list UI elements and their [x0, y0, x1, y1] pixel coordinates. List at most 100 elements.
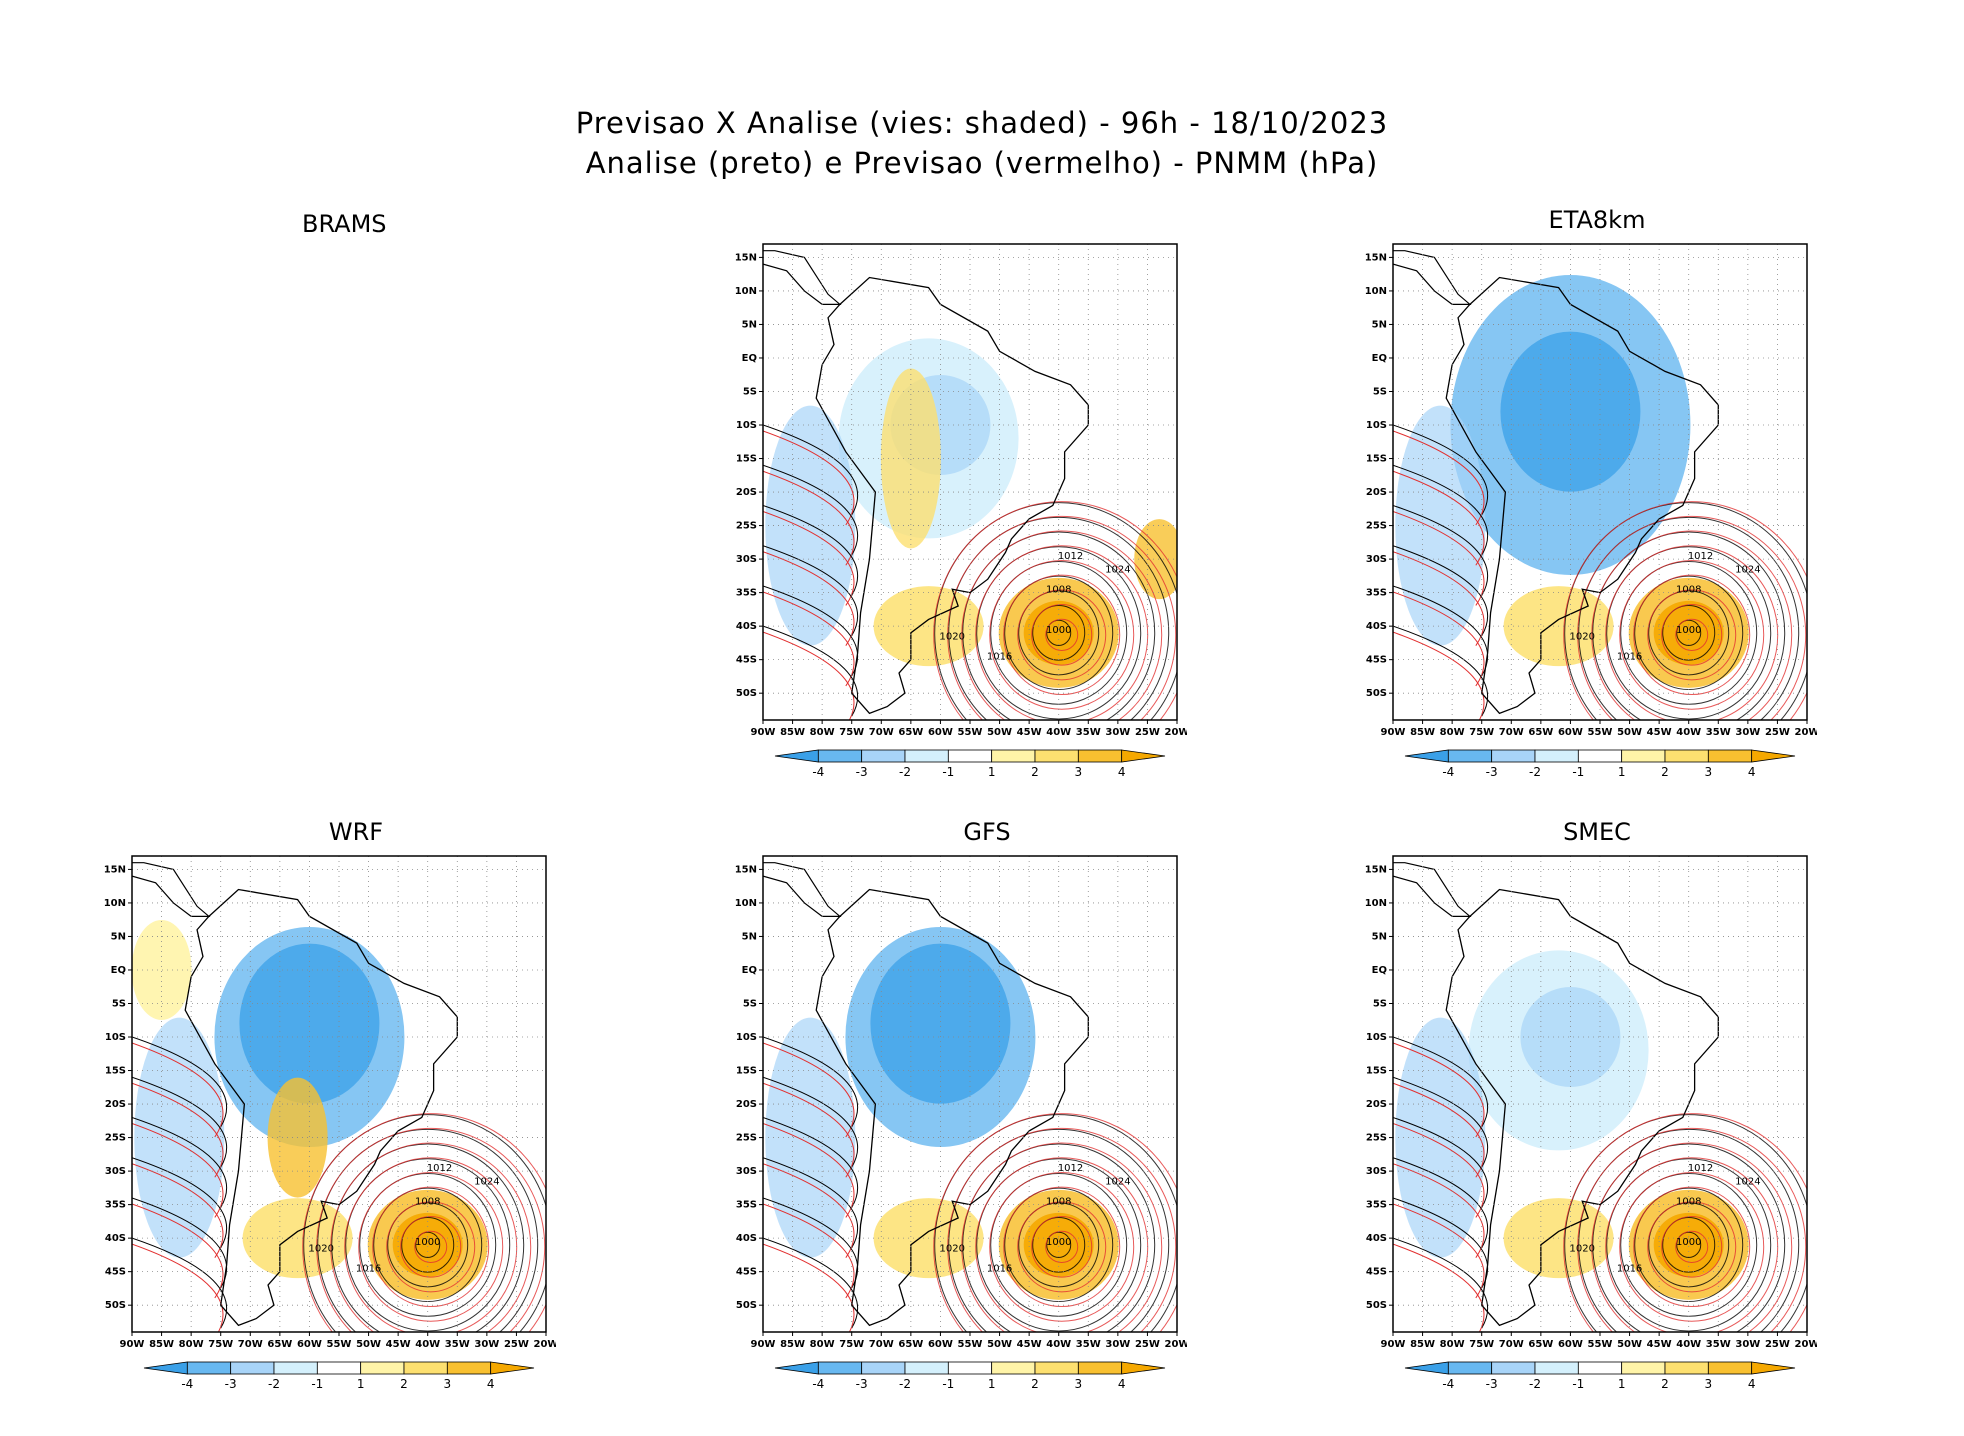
colorbar-label: -2 [1529, 1377, 1541, 1391]
lat-tick-label: 10S [1366, 420, 1387, 431]
colorbar-label: -3 [225, 1377, 237, 1391]
isobar-label: 1016 [987, 652, 1012, 663]
lat-tick-label: EQ [742, 965, 757, 976]
lat-tick-label: 40S [736, 1233, 757, 1244]
lat-tick-label: 25S [736, 1133, 757, 1144]
lon-tick-label: 75W [1469, 1339, 1494, 1350]
lon-tick-label: 65W [898, 1339, 923, 1350]
lat-tick-label: 5S [743, 386, 757, 397]
colorbar-label: 2 [400, 1377, 408, 1391]
lat-tick-label: 10N [735, 286, 757, 297]
lat-tick-label: EQ [742, 353, 757, 364]
lon-tick-label: 80W [179, 1339, 204, 1350]
isobar-label: 1020 [1570, 1244, 1595, 1255]
lat-tick-label: 5N [1372, 931, 1387, 942]
isobar-label: 1024 [1105, 565, 1130, 576]
isobar-label: 1000 [415, 1237, 440, 1248]
colorbar-label: -1 [1572, 765, 1584, 779]
colorbar-label: -3 [856, 765, 868, 779]
panel-title-eta: ETA8km [1548, 206, 1646, 234]
lon-tick-label: 85W [780, 1339, 805, 1350]
map-panel-gfs: 1000 1008 1012 1016 1020 1024 15N 10N 5N EQ 5S 10S 1… [727, 848, 1187, 1408]
colorbar-label: 2 [1031, 765, 1039, 779]
lat-tick-label: 45S [1366, 1267, 1387, 1278]
lon-tick-label: 55W [1588, 1339, 1613, 1350]
lon-tick-label: 25W [1135, 727, 1160, 738]
map-panel-smec: 1000 1008 1012 1016 1020 1024 15N 10N 5N EQ 5S 10S 1… [1357, 848, 1817, 1408]
lon-tick-label: 20W [1165, 727, 1187, 738]
isobar-label: 1012 [1688, 1163, 1713, 1174]
lat-tick-label: 15N [104, 864, 126, 875]
lon-tick-label: 65W [267, 1339, 292, 1350]
colorbar-label: 4 [1748, 765, 1756, 779]
colorbar-label: -2 [268, 1377, 280, 1391]
lon-tick-label: 45W [1017, 727, 1042, 738]
lat-tick-label: 10N [1365, 286, 1387, 297]
lon-tick-label: 35W [1076, 1339, 1101, 1350]
lat-tick-label: 35S [736, 588, 757, 599]
isobar-label: 1024 [1105, 1177, 1130, 1188]
lon-tick-label: 75W [208, 1339, 233, 1350]
lat-tick-label: 40S [1366, 1233, 1387, 1244]
isobar-label: 1012 [427, 1163, 452, 1174]
lat-tick-label: 50S [736, 688, 757, 699]
lon-tick-label: 65W [898, 727, 923, 738]
map-panel-unlabeled: 1000 1008 1012 1016 1020 1024 15N 10N 5N EQ 5S 10S 1… [727, 236, 1187, 796]
lat-tick-label: 30S [105, 1166, 126, 1177]
isobar-label: 1024 [1735, 565, 1760, 576]
map-panel-eta: 1000 1008 1012 1016 1020 1024 15N 10N 5N EQ 5S 10S 1… [1357, 236, 1817, 796]
colorbar-label: 1 [988, 765, 996, 779]
figure-title-line2: Analise (preto) e Previsao (vermelho) - … [585, 146, 1379, 180]
lon-tick-label: 35W [445, 1339, 470, 1350]
lon-tick-label: 35W [1706, 727, 1731, 738]
lon-tick-label: 35W [1706, 1339, 1731, 1350]
lat-tick-label: 20S [736, 487, 757, 498]
lat-tick-label: 25S [1366, 521, 1387, 532]
lon-tick-label: 80W [810, 727, 835, 738]
lon-tick-label: 50W [987, 727, 1012, 738]
lat-tick-label: EQ [1372, 965, 1387, 976]
lon-tick-label: 45W [1647, 1339, 1672, 1350]
colorbar-label: 1 [357, 1377, 365, 1391]
colorbar-label: -2 [1529, 765, 1541, 779]
isobar-label: 1008 [415, 1197, 440, 1208]
lon-tick-label: 55W [958, 1339, 983, 1350]
lon-tick-label: 60W [928, 727, 953, 738]
lon-tick-label: 70W [869, 727, 894, 738]
lat-tick-label: 30S [736, 554, 757, 565]
colorbar-label: 1 [1618, 1377, 1626, 1391]
colorbar-label: -4 [812, 765, 824, 779]
isobar-label: 1024 [1735, 1177, 1760, 1188]
lon-tick-label: 50W [356, 1339, 381, 1350]
lon-tick-label: 65W [1528, 727, 1553, 738]
colorbar-label: 3 [1075, 765, 1083, 779]
isobar-label: 1016 [987, 1264, 1012, 1275]
lat-tick-label: 20S [1366, 1099, 1387, 1110]
lat-tick-label: 15S [1366, 1066, 1387, 1077]
isobar-label: 1020 [309, 1244, 334, 1255]
lon-tick-label: 20W [1165, 1339, 1187, 1350]
brams-label: BRAMS [302, 210, 387, 238]
figure-title-line1: Previsao X Analise (vies: shaded) - 96h … [575, 106, 1389, 140]
lon-tick-label: 40W [1676, 1339, 1701, 1350]
lat-tick-label: 15S [736, 1066, 757, 1077]
lat-tick-label: 5S [1373, 998, 1387, 1009]
lon-tick-label: 50W [1617, 1339, 1642, 1350]
colorbar-label: 2 [1661, 1377, 1669, 1391]
isobar-label: 1012 [1058, 1163, 1083, 1174]
lon-tick-label: 25W [1765, 727, 1790, 738]
lon-tick-label: 70W [869, 1339, 894, 1350]
lon-tick-label: 25W [504, 1339, 529, 1350]
lat-tick-label: 10N [735, 898, 757, 909]
lat-tick-label: 25S [1366, 1133, 1387, 1144]
colorbar-label: 2 [1031, 1377, 1039, 1391]
isobar-label: 1016 [1617, 652, 1642, 663]
lon-tick-label: 55W [327, 1339, 352, 1350]
lon-tick-label: 55W [1588, 727, 1613, 738]
lat-tick-label: 10S [736, 1032, 757, 1043]
lon-tick-label: 20W [534, 1339, 556, 1350]
lon-tick-label: 90W [751, 727, 776, 738]
isobar-label: 1020 [1570, 632, 1595, 643]
colorbar-label: 3 [1705, 765, 1713, 779]
lon-tick-label: 90W [751, 1339, 776, 1350]
